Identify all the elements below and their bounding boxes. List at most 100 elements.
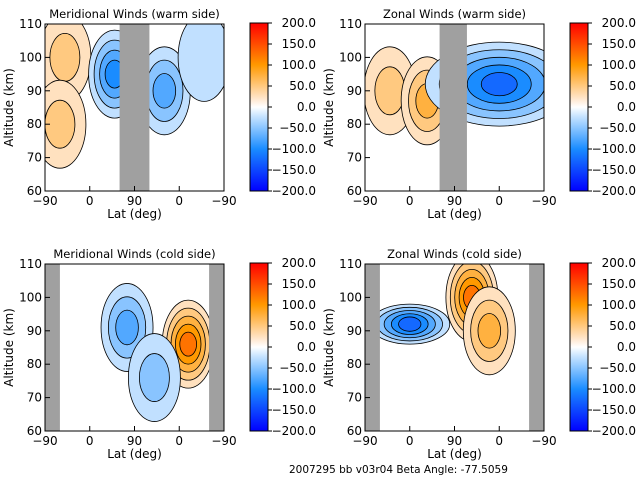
y-tick-label: 80 (27, 357, 42, 371)
colorbar-tick-label: 0.0 (297, 340, 316, 354)
contour-level (480, 72, 518, 97)
x-tick-label: 90 (447, 434, 462, 448)
contour-level (374, 66, 406, 116)
contour-field (365, 24, 544, 191)
colorbar-tick-label: 50.0 (609, 79, 636, 93)
x-tick-label: −90 (352, 194, 377, 208)
y-tick-label: 60 (27, 184, 42, 198)
contour-level (49, 33, 81, 82)
footer-text: 2007295 bb v03r04 Beta Angle: -77.5059 (289, 464, 508, 476)
colorbar-tick-label: 150.0 (282, 37, 316, 51)
contour-level (477, 313, 502, 349)
colorbar-tick-label: 100.0 (602, 298, 636, 312)
x-tick-label: −90 (211, 434, 236, 448)
y-tick-label: 90 (27, 324, 42, 338)
y-tick-label: 100 (19, 290, 42, 304)
contour-level (398, 316, 422, 332)
y-tick-label: 110 (339, 17, 362, 31)
colorbar-tick-label: 50.0 (289, 79, 316, 93)
panel-0: Meridional Winds (warm side) 60 70 80 90 100 1… (2, 7, 316, 221)
colorbar-tick-label: 50.0 (289, 319, 316, 333)
x-tick-label: 0 (406, 434, 414, 448)
y-axis-label: Altitude (km) (322, 308, 336, 387)
colorbar-tick-label: 200.0 (282, 16, 316, 30)
x-tick-label: −90 (352, 434, 377, 448)
y-tick-label: 70 (347, 391, 362, 405)
masked-region (439, 24, 467, 191)
x-tick-label: 0 (86, 194, 94, 208)
colorbar-tick-label: 100.0 (602, 58, 636, 72)
colorbar-tick-label: −50.0 (599, 121, 636, 135)
y-tick-label: 60 (347, 184, 362, 198)
colorbar-tick-label: −50.0 (279, 361, 316, 375)
chart-title: Zonal Winds (cold side) (387, 247, 522, 261)
x-axis-label: Lat (deg) (107, 207, 162, 221)
masked-region (365, 264, 380, 431)
y-tick-label: 80 (27, 117, 42, 131)
colorbar-tick-label: −50.0 (599, 361, 636, 375)
x-tick-label: 90 (127, 194, 142, 208)
contour-level (138, 353, 170, 402)
contour-level (115, 309, 139, 346)
colorbar-tick-label: −200.0 (272, 184, 316, 198)
colorbar-tick-label: −200.0 (592, 424, 636, 438)
colorbar-tick-label: 100.0 (282, 58, 316, 72)
y-tick-label: 90 (347, 324, 362, 338)
colorbar-tick-label: −100.0 (592, 142, 636, 156)
x-tick-label: −90 (211, 194, 236, 208)
colorbar-tick-label: −100.0 (272, 142, 316, 156)
x-tick-label: 90 (127, 434, 142, 448)
colorbar-tick-label: 200.0 (282, 256, 316, 270)
y-tick-label: 60 (27, 424, 42, 438)
contour-level (177, 24, 224, 102)
chart-title: Meridional Winds (cold side) (53, 247, 215, 261)
colorbar-tick-label: 150.0 (282, 277, 316, 291)
y-tick-label: 70 (27, 391, 42, 405)
masked-region (45, 264, 60, 431)
colorbar-tick-label: 150.0 (602, 277, 636, 291)
colorbar-tick-label: 200.0 (602, 16, 636, 30)
y-tick-label: 90 (347, 84, 362, 98)
y-axis-label: Altitude (km) (2, 68, 16, 147)
colorbar-tick-label: 150.0 (602, 37, 636, 51)
x-tick-label: −90 (32, 194, 57, 208)
chart-title: Zonal Winds (warm side) (383, 7, 526, 21)
panel-2: Meridional Winds (cold side) 60 70 80 90 100 1… (2, 247, 316, 461)
contour-level (45, 99, 76, 149)
contour-field (45, 264, 224, 431)
y-tick-label: 110 (19, 17, 42, 31)
colorbar-tick-label: −100.0 (592, 382, 636, 396)
x-axis-label: Lat (deg) (427, 447, 482, 461)
colorbar-tick-label: 100.0 (282, 298, 316, 312)
masked-region (209, 264, 224, 431)
contour-field (45, 24, 224, 191)
x-tick-label: 0 (175, 434, 183, 448)
y-tick-label: 90 (27, 84, 42, 98)
colorbar-tick-label: 50.0 (609, 319, 636, 333)
masked-region (529, 264, 544, 431)
colorbar-tick-label: −200.0 (272, 424, 316, 438)
y-tick-label: 80 (347, 357, 362, 371)
y-tick-label: 100 (339, 50, 362, 64)
colorbar-tick-label: −150.0 (592, 163, 636, 177)
y-tick-label: 110 (19, 257, 42, 271)
colorbar (569, 262, 589, 432)
x-tick-label: 0 (86, 434, 94, 448)
colorbar-tick-label: −100.0 (272, 382, 316, 396)
y-tick-label: 60 (347, 424, 362, 438)
y-tick-label: 100 (339, 290, 362, 304)
colorbar-tick-label: 200.0 (602, 256, 636, 270)
colorbar-tick-label: −200.0 (592, 184, 636, 198)
contour-level (152, 73, 177, 109)
colorbar-tick-label: 0.0 (297, 100, 316, 114)
colorbar (249, 262, 269, 432)
x-tick-label: −90 (531, 434, 556, 448)
contour-level (179, 331, 198, 357)
chart-title: Meridional Winds (warm side) (49, 7, 220, 21)
panel-1: Zonal Winds (warm side) 60 70 80 90 100 110 −90… (322, 7, 636, 221)
masked-region (119, 24, 150, 191)
x-axis-label: Lat (deg) (427, 207, 482, 221)
colorbar-tick-label: −150.0 (272, 163, 316, 177)
y-axis-label: Altitude (km) (2, 308, 16, 387)
